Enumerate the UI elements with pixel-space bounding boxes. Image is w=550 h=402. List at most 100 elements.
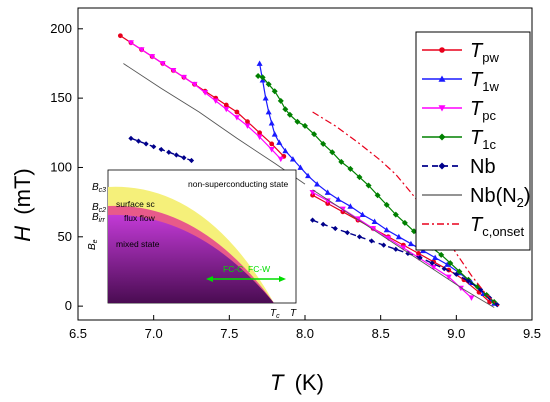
data-point-T1w (383, 226, 390, 233)
data-point-Tpc (400, 245, 407, 251)
data-point-Nb (181, 155, 187, 161)
data-point-Tpc (445, 274, 452, 281)
inset-tc-label: Tc (270, 308, 280, 320)
data-point-T1w (297, 164, 304, 170)
data-point-T1w (314, 181, 321, 187)
data-point-T1c (447, 260, 454, 267)
data-point-Nb (332, 225, 338, 232)
data-point-T1c (286, 111, 293, 118)
legend-label-Tpc: Tpc (470, 98, 496, 123)
data-point-Nb (158, 146, 164, 153)
data-point-T1c (271, 88, 278, 95)
inset-label-mixed: mixed state (116, 239, 160, 249)
data-point-T1c (383, 201, 390, 208)
data-point-T1c (302, 122, 308, 129)
data-point-T1w (371, 218, 378, 224)
tick-layer: 6.5 7.0 7.5 8.0 8.5 9.0 9.5 0 50 100 150 200 (50, 21, 541, 341)
data-point-T1w (359, 211, 366, 218)
legend-marker-Tpc (438, 105, 446, 112)
data-point-T1c (259, 74, 266, 81)
data-point-Tpw (416, 251, 421, 256)
data-point-Nb (381, 242, 387, 248)
data-point-Tpc (233, 115, 240, 121)
data-point-T1c (277, 97, 284, 104)
data-point-Tpc (244, 123, 251, 129)
legend-marker-Nb (438, 162, 446, 170)
y-tick-label: 100 (50, 159, 72, 174)
legend-label-T1c: T1c (470, 127, 496, 152)
legend-label-Tpw: Tpw (470, 40, 499, 65)
data-point-T1c (320, 140, 327, 147)
x-tick-label: 9.0 (447, 326, 465, 341)
data-point-Nb (465, 278, 472, 284)
data-point-T1c (374, 192, 381, 199)
data-point-Nb (393, 246, 399, 252)
data-point-Tpc (159, 61, 166, 67)
legend-box (415, 31, 531, 251)
series-T1w (256, 60, 498, 306)
data-point-Nb (494, 302, 500, 308)
data-point-Tpw (269, 141, 275, 147)
inset-arrow-label-fcc: FC-C (223, 264, 243, 274)
inset-label-flux: flux flow (124, 213, 156, 223)
data-point-T1c (338, 158, 345, 165)
data-point-Nb (417, 255, 423, 261)
data-point-Nb (188, 157, 195, 164)
data-point-T1w (289, 156, 296, 162)
data-point-Tpc (468, 295, 475, 301)
y-tick-label: 50 (58, 229, 72, 244)
data-point-T1c (294, 118, 301, 125)
data-point-Tpc (202, 90, 209, 96)
series-Nb (128, 135, 500, 308)
data-point-Nb (441, 266, 447, 272)
y-axis-unit: (mT) (10, 168, 35, 214)
data-point-Tpw (117, 33, 123, 39)
legend-label-Nb: Nb (470, 156, 496, 178)
inset-level-birr: Birr (92, 212, 106, 224)
data-point-Tpc (256, 134, 263, 140)
data-point-Nb (344, 230, 350, 236)
data-point-T1w (395, 233, 402, 240)
data-point-T1c (401, 219, 408, 226)
data-point-Nb (368, 238, 375, 244)
data-point-Tpc (138, 47, 145, 53)
data-point-Nb (477, 286, 484, 293)
data-point-Nb (356, 234, 363, 240)
data-point-T1c (347, 165, 354, 172)
data-point-T1w (335, 196, 342, 202)
data-point-T1w (276, 139, 283, 145)
series-line-NbN2 (123, 63, 306, 185)
data-point-Tpc (277, 156, 284, 163)
data-point-Tpc (180, 74, 187, 81)
data-point-Nb (143, 141, 149, 147)
data-point-Tpc (212, 98, 219, 104)
data-point-Tpc (457, 285, 464, 292)
x-tick-label: 7.5 (220, 326, 238, 341)
y-tick-label: 150 (50, 90, 72, 105)
data-point-Tpw (257, 130, 262, 136)
y-tick-label: 200 (50, 21, 72, 36)
data-point-T1w (256, 60, 263, 66)
series-NbN2 (123, 63, 495, 308)
legend: Tpw T1w Tpc T1c Nb Nb(N2) Tc,onset (415, 31, 531, 251)
data-point-T1c (255, 72, 262, 79)
inset-label-surface: surface sc (116, 199, 155, 209)
y-tick-label: 0 (65, 298, 72, 313)
data-point-Nb (173, 152, 179, 158)
data-point-Tpc (223, 106, 230, 113)
data-point-T1w (282, 147, 289, 154)
data-point-Tpw (245, 119, 250, 125)
data-point-T1c (282, 106, 289, 113)
x-tick-label: 7.0 (145, 326, 163, 341)
data-point-Tpc (268, 147, 275, 153)
x-tick-label: 6.5 (69, 326, 87, 341)
inset-x-axis-label: T (290, 308, 297, 319)
data-point-T1c (329, 149, 336, 156)
data-point-Tpc (370, 226, 377, 232)
data-point-Tpc (324, 198, 331, 204)
legend-entries: Tpw T1w Tpc T1c Nb Nb(N2) Tc,onset (422, 40, 531, 239)
data-point-Tpc (170, 68, 177, 74)
data-point-T1w (324, 189, 331, 195)
inset-y-axis-label: Be (87, 239, 99, 250)
